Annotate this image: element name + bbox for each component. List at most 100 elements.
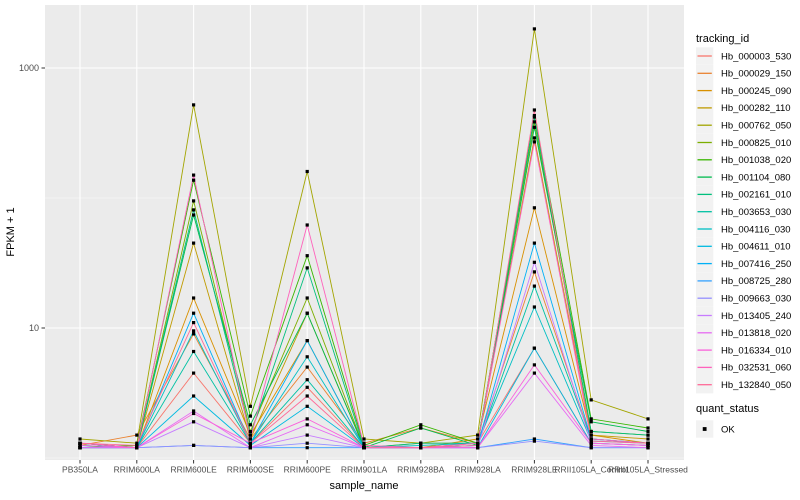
legend-item-label: Hb_013405_240 xyxy=(721,311,791,322)
legend-item: Hb_000762_050 xyxy=(696,116,791,134)
data-point xyxy=(589,398,593,402)
data-point xyxy=(248,446,252,450)
data-point xyxy=(192,349,196,354)
data-point xyxy=(532,284,536,288)
data-point xyxy=(192,394,196,398)
data-point xyxy=(532,363,536,367)
data-point xyxy=(78,441,82,445)
data-point xyxy=(589,443,593,447)
data-point xyxy=(532,346,536,350)
legend-quant-status: quant_status OK xyxy=(696,403,759,438)
data-point xyxy=(532,305,536,309)
data-point xyxy=(646,426,650,430)
gridlines xyxy=(45,5,684,460)
legend-item: Hb_132840_050 xyxy=(696,376,791,394)
legend-item: Hb_013405_240 xyxy=(696,306,791,325)
data-point xyxy=(305,394,309,398)
data-point xyxy=(419,446,423,450)
data-point xyxy=(192,178,196,182)
data-point xyxy=(192,296,196,300)
legend-item: Hb_000003_530 xyxy=(696,47,791,65)
axis-ticks xyxy=(41,67,649,464)
data-point xyxy=(192,329,196,333)
data-point xyxy=(476,437,480,441)
series-points-Hb_132840_050 xyxy=(78,108,650,450)
data-point xyxy=(589,439,593,443)
data-point xyxy=(589,417,593,421)
data-point xyxy=(589,420,593,424)
data-point xyxy=(362,446,366,450)
data-point xyxy=(248,404,252,408)
legend-item: Hb_000029_150 xyxy=(696,64,791,82)
data-point xyxy=(532,206,536,210)
legend-item: Hb_000825_010 xyxy=(696,133,791,152)
data-point xyxy=(135,441,139,445)
data-point xyxy=(192,311,196,315)
data-point xyxy=(532,439,536,443)
legend-item-label: Hb_003653_030 xyxy=(721,207,791,218)
data-point xyxy=(532,136,536,140)
legend-item-label: Hb_004116_030 xyxy=(721,224,791,235)
legend-item-label: Hb_016334_010 xyxy=(721,345,791,356)
data-point xyxy=(305,446,309,450)
data-point xyxy=(589,429,593,434)
legend-item-label: Hb_002161_010 xyxy=(721,190,791,201)
legend-item-label: Hb_004611_010 xyxy=(721,242,791,253)
data-point xyxy=(532,125,536,129)
data-point xyxy=(192,409,196,413)
data-point xyxy=(362,443,366,447)
data-point xyxy=(192,241,196,245)
y-tick-label: 10 xyxy=(29,323,39,333)
data-point xyxy=(305,254,309,258)
data-point xyxy=(419,423,423,427)
data-point xyxy=(192,443,196,447)
data-point xyxy=(192,371,196,375)
data-point xyxy=(589,433,593,437)
legend-item-label: Hb_001104_080 xyxy=(721,172,791,183)
data-point xyxy=(589,446,593,450)
data-point xyxy=(646,441,650,445)
data-point xyxy=(305,223,309,227)
data-point xyxy=(476,433,480,437)
data-point xyxy=(305,417,309,421)
x-tick-label: RRIM901LA xyxy=(341,465,388,475)
data-point xyxy=(646,437,650,441)
data-point xyxy=(192,321,196,325)
data-point xyxy=(305,404,309,408)
legend-item: Hb_002161_010 xyxy=(696,185,791,204)
data-point xyxy=(248,441,252,445)
legend-item-label: Hb_007416_250 xyxy=(721,259,791,270)
legend-item-label: Hb_000282_110 xyxy=(721,103,791,114)
legend-title: quant_status xyxy=(696,403,759,415)
data-point xyxy=(532,108,536,112)
legend-item: Hb_007416_250 xyxy=(696,254,791,273)
data-point xyxy=(362,441,366,445)
data-point xyxy=(532,260,536,264)
data-point xyxy=(646,429,650,434)
legend-item: Hb_013818_020 xyxy=(696,324,791,342)
data-point xyxy=(646,417,650,421)
data-point xyxy=(419,443,423,447)
legend-item: Hb_001038_020 xyxy=(696,151,791,169)
data-point xyxy=(362,437,366,441)
data-point xyxy=(476,441,480,445)
legend-item: Hb_001104_080 xyxy=(696,168,791,186)
legend-item-label: Hb_000762_050 xyxy=(721,121,791,132)
data-point xyxy=(305,423,309,427)
x-tick-label: RRIM928BA xyxy=(397,465,445,475)
data-point xyxy=(248,414,252,418)
legend-item: Hb_003653_030 xyxy=(696,203,791,221)
legend-item: Hb_000282_110 xyxy=(696,99,791,117)
legend-tracking-id: tracking_id Hb_000003_530 Hb_000029_150 Hb_… xyxy=(696,33,791,394)
data-point xyxy=(419,441,423,445)
data-point xyxy=(532,115,536,119)
data-points xyxy=(78,27,650,450)
y-tick-label: 1000 xyxy=(19,63,39,73)
data-point xyxy=(646,443,650,447)
data-point xyxy=(248,433,252,437)
data-point xyxy=(589,437,593,441)
legend-item-label: Hb_013818_020 xyxy=(721,328,791,339)
data-point xyxy=(78,437,82,441)
data-point xyxy=(248,429,252,434)
